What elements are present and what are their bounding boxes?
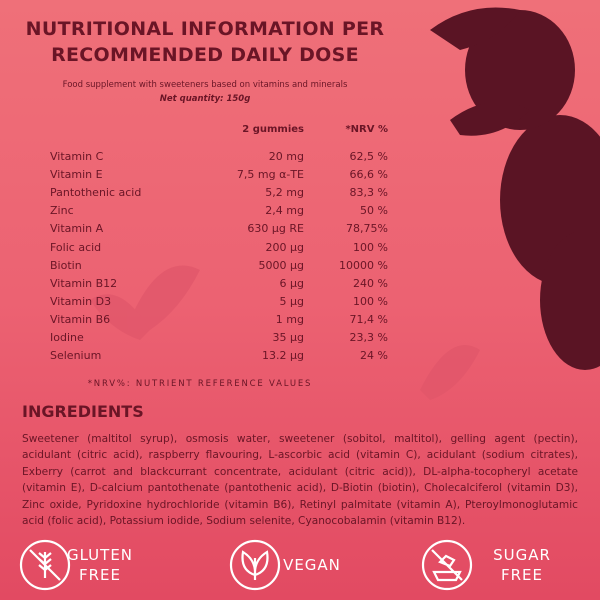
badge-line: SUGAR <box>493 546 551 564</box>
nutrient-amount: 5 µg <box>279 294 304 308</box>
nutrient-name: Selenium <box>50 349 102 363</box>
title: NUTRITIONAL INFORMATION PER RECOMMENDED D… <box>20 16 390 68</box>
badge-label: VEGAN <box>262 555 362 575</box>
nutrient-amount: 5,2 mg <box>265 186 304 200</box>
nutrient-name: Vitamin B12 <box>50 276 118 290</box>
nutrient-nrv: 240 % <box>353 276 388 290</box>
nutrient-nrv: 100 % <box>353 240 388 254</box>
nutrient-name: Vitamin C <box>50 150 104 163</box>
badge-label: SUGAR FREE <box>472 545 572 585</box>
nutrient-amount: 5000 µg <box>258 258 304 272</box>
nutrient-nrv: 71,4 % <box>349 312 388 326</box>
nutrient-nrv: 24 % <box>360 349 388 363</box>
nutrient-nrv: 62,5 % <box>349 150 388 163</box>
ingredients-heading: INGREDIENTS <box>22 402 144 421</box>
nutrient-amount: 200 µg <box>265 240 304 254</box>
nutrient-nrv: 10000 % <box>339 258 388 272</box>
nutrient-amount: 7,5 mg α-TE <box>236 168 304 182</box>
nutrient-amount: 630 µg RE <box>247 222 304 236</box>
badge-label: GLUTEN FREE <box>50 545 150 585</box>
nutrient-name: Vitamin B6 <box>50 312 111 326</box>
nutrient-name: Vitamin A <box>50 222 104 236</box>
title-line: RECOMMENDED DAILY DOSE <box>51 44 359 66</box>
nutrient-nrv: 50 % <box>360 204 388 218</box>
nutrient-amount: 1 mg <box>275 312 304 326</box>
nutrient-nrv: 83,3 % <box>349 186 388 200</box>
nutrient-amount: 2,4 mg <box>265 204 304 218</box>
badge-line: VEGAN <box>283 556 341 574</box>
nutrient-nrv: 78,75% <box>346 222 388 236</box>
badge-line: GLUTEN <box>66 546 134 564</box>
nutrient-name: Biotin <box>50 258 82 272</box>
subtitle: Food supplement with sweeteners based on… <box>62 80 348 90</box>
nutrient-nrv: 100 % <box>353 294 388 308</box>
nutrient-nrv: 23,3 % <box>349 331 388 344</box>
nutrient-name: Iodine <box>50 331 84 344</box>
column-header: *NRV % <box>345 124 388 135</box>
nutrient-amount: 6 µg <box>279 276 304 290</box>
badge-line: FREE <box>500 566 543 584</box>
footnote: *NRV%: NUTRIENT REFERENCE VALUES <box>87 379 313 389</box>
nutrient-name: Zinc <box>50 204 74 218</box>
nutrient-amount: 13.2 µg <box>262 349 304 363</box>
nutrient-amount: 35 µg <box>272 331 304 344</box>
title-line: NUTRITIONAL INFORMATION PER <box>25 18 385 40</box>
nutrient-name: Folic acid <box>50 240 102 254</box>
net-quantity: Net quantity: 150g <box>159 94 251 104</box>
nutrient-name: Vitamin E <box>50 168 103 182</box>
column-header: 2 gummies <box>242 124 304 135</box>
nutrient-nrv: 66,6 % <box>349 168 388 182</box>
nutrient-amount: 20 mg <box>268 150 304 163</box>
ingredients-text: Sweetener (maltitol syrup), osmosis wate… <box>22 433 578 528</box>
nutrient-name: Vitamin D3 <box>50 294 112 308</box>
nutrient-name: Pantothenic acid <box>50 186 142 200</box>
badge-line: FREE <box>78 566 121 584</box>
